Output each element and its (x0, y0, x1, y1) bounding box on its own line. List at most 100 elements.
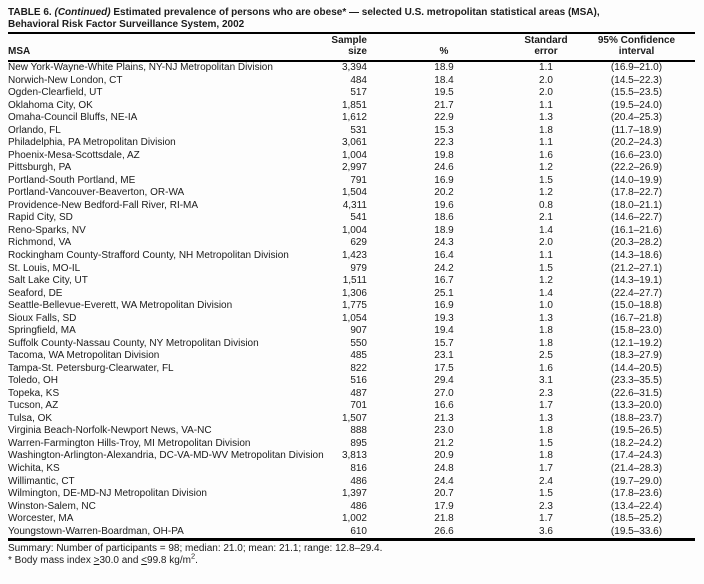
standard-error-cell: 2.3 (539, 387, 553, 399)
standard-error-cell: 2.1 (539, 212, 553, 224)
confidence-interval-cell: (15.5–23.5) (610, 87, 663, 99)
msa-cell: Philadelphia, PA Metropolitan Division (8, 137, 176, 149)
standard-error-cell: 1.6 (539, 362, 553, 374)
standard-error-cell: 1.5 (539, 437, 553, 449)
msa-cell: Toledo, OH (8, 375, 59, 387)
msa-cell: Rockingham County-Strafford County, NH M… (8, 249, 289, 261)
standard-error-cell: 1.1 (539, 99, 553, 111)
standard-error-cell: 1.6 (539, 149, 553, 161)
sample-size-cell: 791 (350, 174, 367, 186)
percent-cell: 16.9 (434, 300, 454, 312)
table-row: Tucson, AZ 701 16.6 1.7 (13.3–20.0) (8, 400, 695, 413)
table-row: Springfield, MA 907 19.4 1.8 (15.8–23.0) (8, 325, 695, 338)
sample-size-cell: 517 (350, 87, 367, 99)
confidence-interval-cell: (18.5–25.2) (610, 513, 663, 525)
standard-error-cell: 1.8 (539, 124, 553, 136)
col-header-percent: % (374, 46, 514, 58)
confidence-interval-cell: (19.5–24.0) (610, 99, 663, 111)
percent-cell: 15.3 (434, 124, 454, 136)
standard-error-cell: 0.8 (539, 199, 553, 211)
sample-size-cell: 1,054 (341, 312, 367, 324)
table-row: Sioux Falls, SD 1,054 19.3 1.3 (16.7–21.… (8, 313, 695, 326)
standard-error-cell: 1.2 (539, 275, 553, 287)
percent-cell: 16.7 (434, 275, 454, 287)
standard-error-cell: 1.8 (539, 425, 553, 437)
summary-line: Summary: Number of participants = 98; me… (8, 543, 383, 555)
standard-error-cell: 1.8 (539, 337, 553, 349)
confidence-interval-cell: (13.4–22.4) (610, 500, 663, 512)
table-row: Virginia Beach-Norfolk-Newport News, VA-… (8, 425, 695, 438)
col-header-ci-line2: interval (618, 45, 655, 57)
table-row: Seaford, DE 1,306 25.1 1.4 (22.4–27.7) (8, 288, 695, 301)
sample-size-cell: 1,004 (341, 149, 367, 161)
col-header-sample-line2: size (348, 45, 367, 57)
standard-error-cell: 1.3 (539, 112, 553, 124)
table-title-line2: Behavioral Risk Factor Surveillance Syst… (8, 19, 245, 30)
sample-size-cell: 3,061 (341, 137, 367, 149)
standard-error-cell: 1.0 (539, 300, 553, 312)
percent-cell: 24.2 (434, 262, 454, 274)
msa-cell: Springfield, MA (8, 325, 76, 337)
confidence-interval-cell: (17.8–23.6) (610, 488, 663, 500)
col-header-standard-error: Standard error (514, 35, 578, 57)
sample-size-cell: 701 (350, 400, 367, 412)
table-row: Seattle-Bellevue-Everett, WA Metropolita… (8, 300, 695, 313)
msa-cell: Virginia Beach-Norfolk-Newport News, VA-… (8, 425, 212, 437)
confidence-interval-cell: (14.4–20.5) (610, 362, 663, 374)
confidence-interval-cell: (20.3–28.2) (610, 237, 663, 249)
confidence-interval-cell: (14.5–22.3) (610, 74, 663, 86)
standard-error-cell: 2.3 (539, 500, 553, 512)
table-row: Reno-Sparks, NV 1,004 18.9 1.4 (16.1–21.… (8, 225, 695, 238)
percent-cell: 18.4 (434, 74, 454, 86)
msa-cell: New York-Wayne-White Plains, NY-NJ Metro… (8, 62, 273, 73)
confidence-interval-cell: (18.3–27.9) (610, 350, 663, 362)
table-row: Portland-Vancouver-Beaverton, OR-WA 1,50… (8, 187, 695, 200)
table-title-prefix: TABLE 6. (8, 7, 55, 18)
confidence-interval-cell: (17.8–22.7) (610, 187, 663, 199)
msa-cell: Tacoma, WA Metropolitan Division (8, 350, 160, 362)
table-body: New York-Wayne-White Plains, NY-NJ Metro… (8, 62, 695, 538)
percent-cell: 21.8 (434, 513, 454, 525)
percent-cell: 22.9 (434, 112, 454, 124)
sample-size-cell: 4,311 (342, 199, 367, 211)
footnote-text-1: Body mass index (14, 555, 94, 567)
sample-size-cell: 1,612 (341, 112, 367, 124)
title-rule (8, 32, 695, 34)
sample-size-cell: 3,394 (341, 62, 367, 73)
col-header-se-line1: Standard (524, 35, 568, 46)
confidence-interval-cell: (14.0–19.9) (610, 174, 663, 186)
msa-cell: Washington-Arlington-Alexandria, DC-VA-M… (8, 450, 324, 462)
sample-size-cell: 822 (350, 362, 367, 374)
standard-error-cell: 1.5 (539, 262, 553, 274)
standard-error-cell: 3.1 (539, 375, 553, 387)
sample-size-cell: 484 (350, 74, 367, 86)
percent-cell: 18.9 (434, 62, 454, 73)
percent-cell: 27.0 (434, 387, 454, 399)
table-row: Pittsburgh, PA 2,997 24.6 1.2 (22.2–26.9… (8, 162, 695, 175)
percent-cell: 23.0 (434, 425, 454, 437)
standard-error-cell: 1.3 (539, 312, 553, 324)
standard-error-cell: 2.0 (539, 87, 553, 99)
sample-size-cell: 979 (350, 262, 367, 274)
table-row: Salt Lake City, UT 1,511 16.7 1.2 (14.3–… (8, 275, 695, 288)
less-equal-symbol: < (141, 555, 148, 567)
table-row: Wichita, KS 816 24.8 1.7 (21.4–28.3) (8, 463, 695, 476)
msa-cell: Portland-Vancouver-Beaverton, OR-WA (8, 187, 185, 199)
confidence-interval-cell: (16.7–21.8) (610, 312, 663, 324)
col-header-msa: MSA (8, 46, 330, 58)
confidence-interval-cell: (20.2–24.3) (610, 137, 663, 149)
col-header-ci-line1: 95% Confidence (597, 35, 676, 46)
percent-cell: 23.1 (434, 350, 454, 362)
footnote-superscript: 2 (190, 551, 196, 561)
confidence-interval-cell: (14.6–22.7) (610, 212, 663, 224)
percent-cell: 19.8 (434, 149, 454, 161)
msa-cell: Rapid City, SD (8, 212, 73, 224)
msa-cell: Salt Lake City, UT (8, 275, 88, 287)
percent-cell: 19.3 (434, 312, 454, 324)
msa-cell: Ogden-Clearfield, UT (8, 87, 103, 99)
percent-cell: 21.2 (434, 437, 454, 449)
msa-cell: Tulsa, OK (8, 412, 53, 424)
standard-error-cell: 1.7 (539, 513, 553, 525)
standard-error-cell: 1.2 (539, 162, 553, 174)
table-row: Worcester, MA 1,002 21.8 1.7 (18.5–25.2) (8, 513, 695, 526)
